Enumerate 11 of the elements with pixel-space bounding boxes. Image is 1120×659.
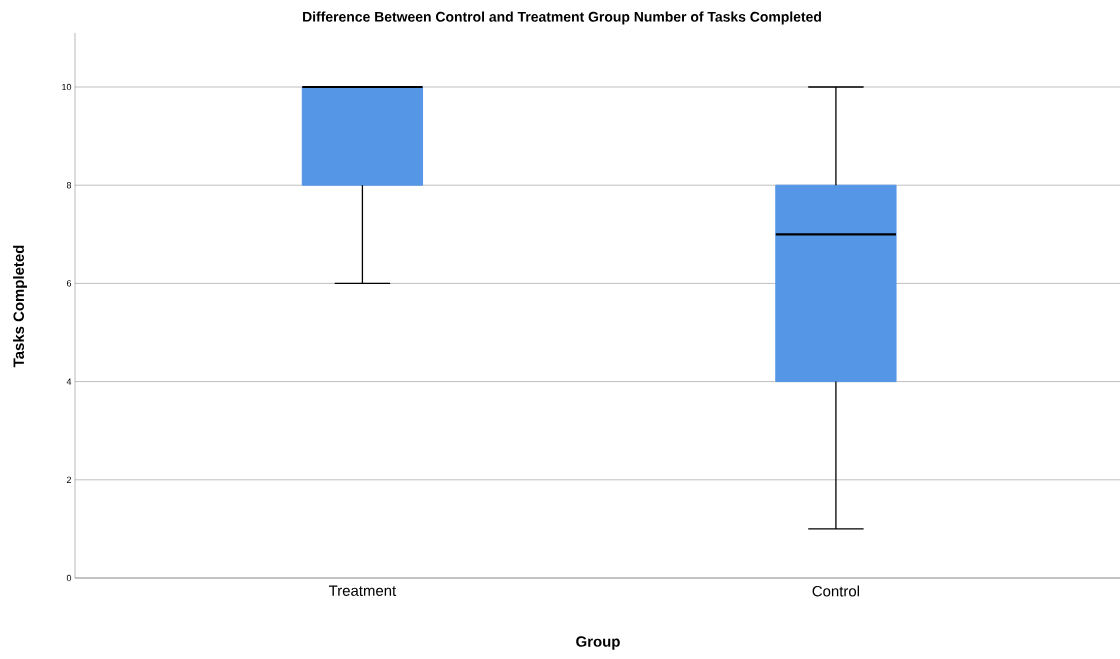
y-tick-label: 4 <box>66 378 72 385</box>
y-tick-label: 6 <box>66 280 72 287</box>
chart-title: Difference Between Control and Treatment Group Number of Tasks Completed <box>303 11 821 25</box>
x-axis-title: Group <box>576 636 620 650</box>
x-tick-label: Treatment <box>328 585 397 596</box>
y-tick-label: 0 <box>66 574 72 582</box>
y-tick-label: 10 <box>62 83 72 91</box>
y-tick-label: 8 <box>66 182 72 189</box>
y-tick-label: 2 <box>66 476 72 483</box>
y-axis-title: Tasks Completed <box>13 245 27 368</box>
x-tick-label: Control <box>812 585 859 597</box>
